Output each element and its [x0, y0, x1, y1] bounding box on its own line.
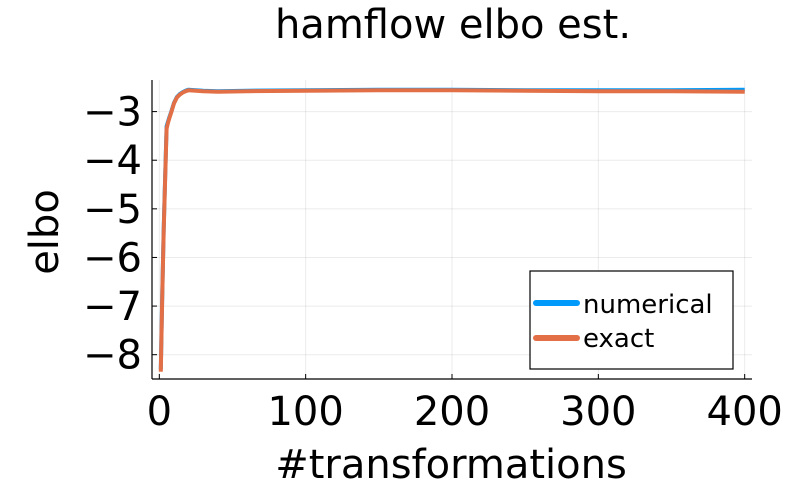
y-tick-label: −5 [83, 187, 142, 233]
legend-label-numerical: numerical [583, 290, 713, 320]
legend-box [529, 270, 734, 370]
y-tick-label: −6 [83, 235, 142, 281]
y-tick-label: −3 [83, 90, 142, 136]
x-axis-label: #transformations [275, 442, 627, 488]
series-line-exact [158, 88, 745, 372]
grid [152, 80, 752, 379]
ticks: 0 100 200 300 400 −8−7−6−5−4−3 [83, 90, 783, 435]
x-tick-label: 400 [707, 389, 783, 435]
x-tick-label: 0 [147, 389, 172, 435]
chart-title: hamflow elbo est. [275, 2, 631, 48]
y-tick-label: −8 [83, 333, 142, 379]
legend-label-exact: exact [583, 324, 654, 354]
x-tick-label: 200 [414, 389, 490, 435]
y-axis-label: elbo [22, 189, 68, 275]
x-tick-label: 100 [267, 389, 343, 435]
legend: numerical exact [529, 270, 734, 370]
x-tick-label: 300 [560, 389, 636, 435]
y-tick-label: −7 [83, 284, 142, 330]
y-tick-label: −4 [83, 138, 142, 184]
series [158, 87, 745, 372]
